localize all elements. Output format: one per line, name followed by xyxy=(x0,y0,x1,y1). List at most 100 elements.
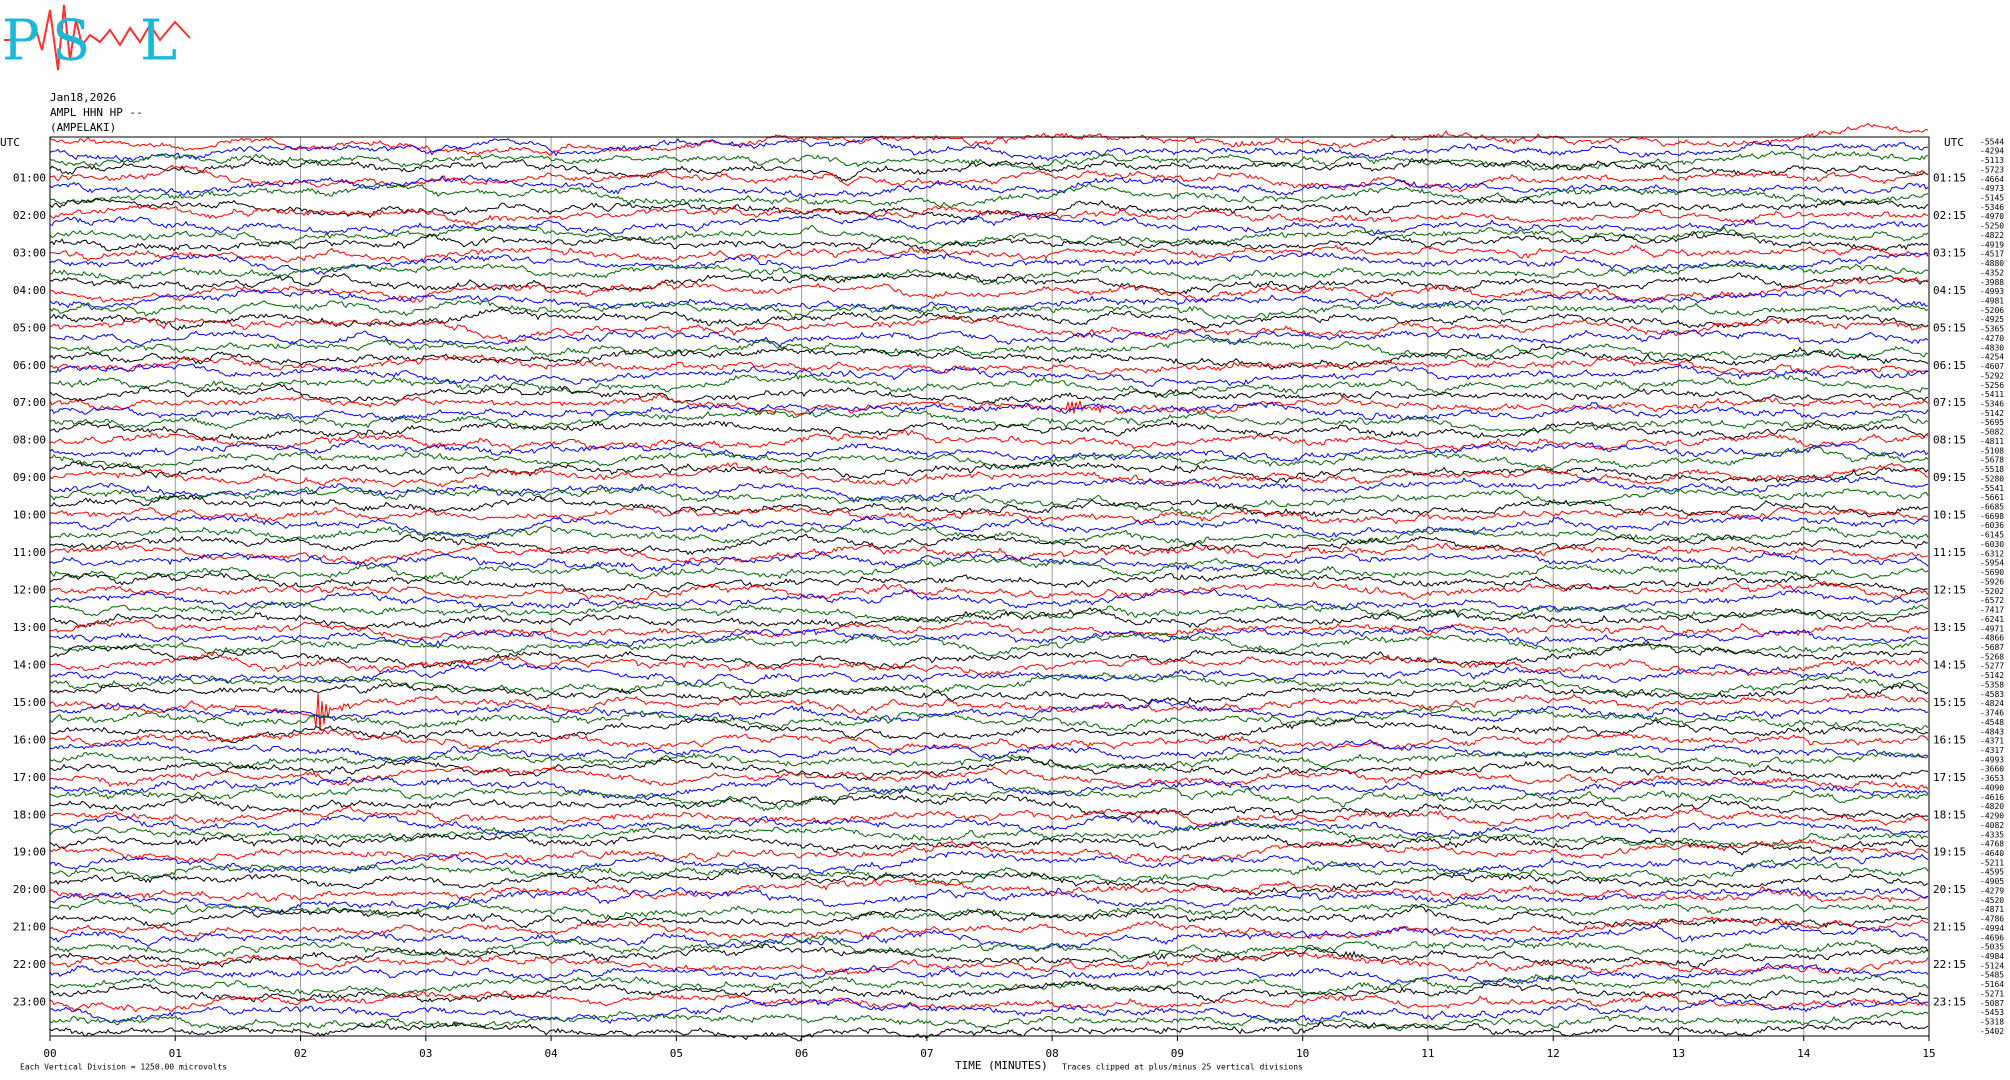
trace-offset: -5687 xyxy=(1980,643,2004,652)
hour-label-right: 06:15 xyxy=(1933,359,1966,372)
trace-offset: -5108 xyxy=(1980,446,2004,455)
hour-label-right: 13:15 xyxy=(1933,621,1966,634)
trace xyxy=(49,750,1929,772)
hour-label-left: 11:00 xyxy=(13,546,46,559)
trace xyxy=(49,601,1929,625)
logo-letter: L xyxy=(140,9,177,74)
hour-label-left: 14:00 xyxy=(13,658,46,671)
trace xyxy=(49,877,1929,903)
hour-label-left: 13:00 xyxy=(13,621,46,634)
trace xyxy=(49,623,1929,647)
trace-offset: -4254 xyxy=(1980,353,2004,362)
hour-label-right: 03:15 xyxy=(1933,246,1966,259)
hour-label-right: 05:15 xyxy=(1933,321,1966,334)
hour-label-right: 04:15 xyxy=(1933,284,1966,297)
trace xyxy=(49,818,1929,848)
header-line: AMPL HHN HP -- xyxy=(50,106,143,119)
trace-offset: -3988 xyxy=(1980,278,2004,287)
trace xyxy=(49,580,1929,604)
hour-label-right: 21:15 xyxy=(1933,921,1966,934)
trace xyxy=(49,299,1929,320)
trace xyxy=(49,943,1929,968)
trace-offset: -4973 xyxy=(1980,184,2004,193)
hour-label-left: 03:00 xyxy=(13,246,46,259)
hour-label-right: 09:15 xyxy=(1933,471,1966,484)
hour-label-right: 07:15 xyxy=(1933,396,1966,409)
trace xyxy=(49,838,1929,863)
trace-offset: -4866 xyxy=(1980,634,2004,643)
trace-offset: -4352 xyxy=(1980,268,2004,277)
trace xyxy=(49,1020,1929,1042)
hour-label-left: 20:00 xyxy=(13,883,46,896)
x-tick-label: 04 xyxy=(544,1047,558,1060)
trace-offset: -4616 xyxy=(1980,793,2004,802)
x-tick-label: 03 xyxy=(419,1047,432,1060)
x-tick-label: 08 xyxy=(1046,1047,1059,1060)
trace xyxy=(49,429,1929,452)
trace xyxy=(49,336,1929,361)
trace xyxy=(49,898,1929,920)
trace-offset: -5202 xyxy=(1980,587,2004,596)
trace-offset: -4925 xyxy=(1980,315,2004,324)
logo-letter: P xyxy=(2,9,40,74)
hour-label-left: 01:00 xyxy=(13,171,46,184)
x-tick-label: 07 xyxy=(920,1047,933,1060)
hour-label-right: 11:15 xyxy=(1933,546,1966,559)
trace xyxy=(49,699,1929,723)
trace-offset: -4919 xyxy=(1980,240,2004,249)
trace xyxy=(49,692,1929,731)
trace xyxy=(49,288,1929,313)
trace xyxy=(49,756,1929,781)
trace-offset: -4820 xyxy=(1980,802,2004,811)
trace-offset: -4270 xyxy=(1980,334,2004,343)
hour-label-right: 15:15 xyxy=(1933,696,1966,709)
trace-offset: -5142 xyxy=(1980,671,2004,680)
trace-offset: -4595 xyxy=(1980,868,2004,877)
trace-offset: -4786 xyxy=(1980,915,2004,924)
trace xyxy=(49,272,1929,295)
trace xyxy=(49,935,1929,960)
left-axis-title: UTC xyxy=(0,136,20,149)
trace-offset: -6312 xyxy=(1980,549,2004,558)
hour-label-left: 12:00 xyxy=(13,584,46,597)
hour-label-left: 10:00 xyxy=(13,509,46,522)
trace xyxy=(49,924,1929,951)
trace-offset: -6030 xyxy=(1980,540,2004,549)
logo: P S L xyxy=(2,4,191,74)
trace xyxy=(49,990,1929,1013)
hour-label-right: 16:15 xyxy=(1933,733,1966,746)
trace-offset: -5113 xyxy=(1980,156,2004,165)
hour-label-left: 16:00 xyxy=(13,733,46,746)
trace xyxy=(49,306,1929,331)
hour-label-right: 08:15 xyxy=(1933,434,1966,447)
trace-offset: -5453 xyxy=(1980,1008,2004,1017)
trace-offset: -5271 xyxy=(1980,989,2004,998)
x-tick-label: 01 xyxy=(169,1047,182,1060)
trace-offset: -4880 xyxy=(1980,259,2004,268)
trace-offset: -7417 xyxy=(1980,606,2004,615)
trace-offset: -5346 xyxy=(1980,203,2004,212)
x-tick-label: 05 xyxy=(670,1047,683,1060)
x-tick-label: 02 xyxy=(294,1047,307,1060)
hour-label-left: 02:00 xyxy=(13,209,46,222)
trace xyxy=(49,776,1929,800)
x-tick-label: 13 xyxy=(1672,1047,1685,1060)
trace xyxy=(49,652,1929,677)
trace-offset: -3746 xyxy=(1980,709,2004,718)
trace xyxy=(49,997,1929,1025)
trace-offset: -4548 xyxy=(1980,718,2004,727)
trace-offset: -5142 xyxy=(1980,409,2004,418)
trace-offset: -5206 xyxy=(1980,306,2004,315)
x-axis-title: TIME (MINUTES) xyxy=(955,1059,1048,1072)
trace-offset: -5541 xyxy=(1980,484,2004,493)
trace xyxy=(49,859,1929,885)
hour-label-left: 07:00 xyxy=(13,396,46,409)
trace-offset: -5544 xyxy=(1980,137,2004,146)
trace xyxy=(49,729,1929,754)
hour-label-right: 17:15 xyxy=(1933,771,1966,784)
x-tick-label: 15 xyxy=(1922,1047,1935,1060)
trace xyxy=(49,263,1929,286)
trace-offset: -5082 xyxy=(1980,428,2004,437)
trace-offset: -5145 xyxy=(1980,193,2004,202)
